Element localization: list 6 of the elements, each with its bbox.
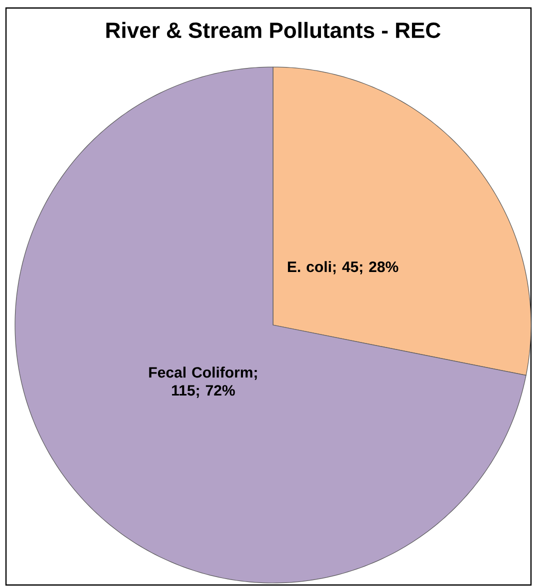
slice-label: E. coli: [288, 261, 331, 272]
chart-title: River & Stream Pollutants - REC: [106, 22, 440, 38]
text: ;: [254, 370, 257, 380]
text: 115; 72%: [172, 385, 235, 398]
data-label: ; 45; 28%: [333, 262, 398, 274]
slice-label: Fecal Coliform: [149, 366, 252, 378]
